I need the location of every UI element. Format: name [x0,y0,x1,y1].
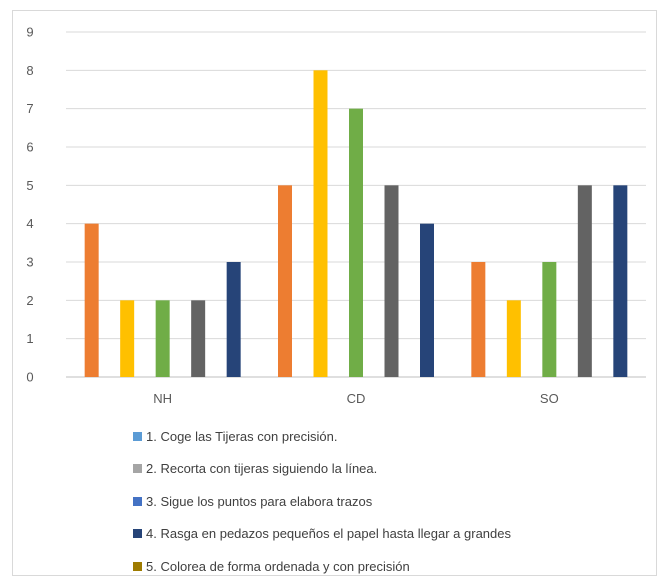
bar [155,300,170,377]
y-tick-label: 8 [26,63,33,78]
bar [226,262,241,377]
bar [384,185,399,377]
y-tick-label: 7 [26,101,33,116]
legend-label: 4. Rasga en pedazos pequeños el papel ha… [146,526,511,542]
y-tick-label: 5 [26,178,33,193]
bar [577,185,592,377]
legend-item: 5. Colorea de forma ordenada y con preci… [133,550,511,583]
bar [471,262,486,377]
y-tick-label: 6 [26,140,33,155]
bar [542,262,557,377]
bar [506,300,521,377]
x-tick-label: SO [540,391,559,406]
legend-swatch [133,529,142,539]
legend-item: 1. Coge las Tijeras con precisión. [133,420,511,453]
legend-label: 3. Sigue los puntos para elabora trazos [146,493,373,509]
legend-item: 3. Sigue los puntos para elabora trazos [133,485,511,518]
y-tick-label: 1 [26,331,33,346]
y-tick-label: 4 [26,216,33,231]
bars [84,70,628,378]
y-tick-label: 0 [26,370,33,385]
legend-label: 2. Recorta con tijeras siguiendo la líne… [146,461,378,477]
y-tick-label: 3 [26,255,33,270]
legend-swatch [133,561,142,571]
legend-label: 5. Colorea de forma ordenada y con preci… [146,558,410,574]
x-tick-label: CD [347,391,366,406]
x-tick-label: NH [153,391,172,406]
x-axis-ticks: NH CD SO [153,391,558,406]
legend-label: 1. Coge las Tijeras con precisión. [146,428,338,444]
bar [420,223,434,377]
bar [84,223,99,377]
bar [278,185,292,377]
y-tick-label: 2 [26,293,33,308]
bar [613,185,628,377]
legend-item: 2. Recorta con tijeras siguiendo la líne… [133,453,511,486]
bar [349,108,363,378]
bar [191,300,206,377]
legend-swatch [133,431,142,441]
y-tick-label: 9 [26,25,33,40]
bar [120,300,135,377]
legend-swatch [133,464,142,474]
bar [313,70,328,377]
legend-swatch [133,496,142,506]
y-axis-ticks: 0 1 2 3 4 5 6 7 8 9 [26,25,33,385]
legend: 1. Coge las Tijeras con precisión. 2. Re… [133,420,511,583]
legend-item: 4. Rasga en pedazos pequeños el papel ha… [133,518,511,551]
